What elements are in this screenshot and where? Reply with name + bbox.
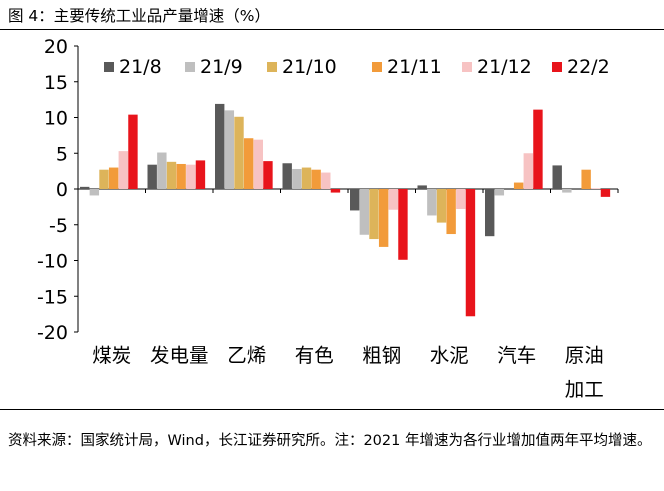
y-tick-label: 10	[44, 108, 68, 130]
bar-21-11-2	[243, 138, 254, 189]
source-note: 资料来源：国家统计局，Wind，长江证券研究所。注：2021 年增速为各行业增加…	[8, 433, 652, 449]
figure-title: 图 4：主要传统工业品产量增速（%）	[8, 7, 271, 25]
bar-21-8-4	[350, 189, 360, 211]
legend: 21/8 21/9 21/10 21/11 21/12 22/2	[104, 56, 610, 78]
bar-21-9-2	[224, 110, 235, 189]
bar-22-2-4	[398, 189, 408, 260]
bar-22-2-2	[263, 161, 273, 189]
bar-21-9-1	[157, 152, 167, 189]
bar-22-2-6	[533, 109, 543, 189]
legend-label: 21/11	[387, 56, 442, 78]
category-label: 煤炭	[92, 344, 131, 367]
bar-22-2-3	[330, 189, 341, 193]
legend-swatch	[104, 62, 114, 72]
top-rule	[0, 29, 664, 30]
legend-swatch	[267, 62, 277, 72]
bar-21-12-7	[591, 188, 601, 189]
bar-22-2-5	[465, 189, 476, 317]
category-label: 粗钢	[362, 344, 401, 367]
bar-21-8-1	[147, 164, 157, 189]
category-label: 发电量	[150, 344, 209, 367]
bar-21-9-3	[292, 168, 302, 189]
bar-21-8-6	[485, 189, 495, 237]
bar-21-12-5	[456, 189, 466, 210]
legend-label: 21/9	[200, 56, 243, 78]
bar-21-12-3	[321, 172, 331, 189]
bar-22-2-1	[195, 160, 206, 189]
bar-21-8-2	[215, 103, 225, 189]
y-tick-label: -5	[49, 215, 68, 237]
legend-label: 22/2	[567, 56, 610, 78]
bar-21-12-6	[523, 153, 533, 189]
category-label: 原油加工	[565, 344, 604, 401]
y-tick-label: 0	[56, 179, 68, 201]
bar-21-8-3	[282, 163, 292, 189]
category-label: 汽车	[497, 344, 536, 367]
category-labels: 煤炭 发电量 乙烯 有色 粗钢 水泥 汽车 原油加工	[92, 344, 604, 401]
bar-21-12-2	[253, 139, 263, 189]
legend-swatch	[462, 62, 472, 72]
bar-21-11-7	[581, 169, 591, 189]
bar-21-10-1	[166, 161, 177, 189]
bar-21-9-0	[89, 189, 100, 196]
category-label: 水泥	[430, 344, 469, 367]
bar-21-11-4	[378, 189, 389, 247]
y-tick-label: -15	[37, 286, 68, 308]
legend-swatch	[372, 62, 382, 72]
legend-swatch	[552, 62, 562, 72]
bar-21-12-4	[388, 189, 398, 210]
bar-21-11-3	[311, 169, 321, 189]
y-tick-label: -20	[37, 322, 68, 344]
legend-label: 21/10	[282, 56, 337, 78]
bar-21-10-0	[99, 169, 109, 189]
bar-21-9-4	[359, 189, 370, 235]
bar-22-2-0	[128, 114, 138, 189]
bar-21-10-3	[301, 167, 312, 189]
bottom-rule	[0, 409, 664, 410]
bar-21-10-5	[436, 189, 447, 223]
y-tick-label: 5	[56, 143, 68, 165]
legend-swatch	[185, 62, 195, 72]
legend-label: 21/12	[477, 56, 532, 78]
bar-21-9-5	[427, 189, 437, 216]
y-tick-label: 20	[44, 36, 68, 58]
category-label: 有色	[295, 344, 334, 367]
bar-21-9-6	[494, 189, 505, 196]
bar-21-10-2	[234, 116, 244, 189]
bar-21-9-7	[562, 189, 572, 193]
bar-21-12-0	[118, 151, 128, 189]
bar-21-12-1	[186, 164, 196, 189]
bar-22-2-7	[600, 189, 611, 197]
bar-21-10-4	[369, 189, 379, 240]
legend-label: 21/8	[119, 56, 162, 78]
category-label: 乙烯	[227, 344, 266, 367]
bar-21-8-0	[80, 186, 90, 189]
bar-21-8-5	[417, 185, 427, 189]
y-tick-label: -10	[37, 251, 68, 273]
bar-21-11-0	[108, 167, 119, 189]
bar-21-11-1	[176, 163, 186, 189]
bar-21-8-7	[552, 165, 562, 189]
y-tick-label: 15	[44, 72, 68, 94]
axis-layer: 20 15 10 5 0 -5 -10 -15 -20	[37, 36, 619, 344]
bar-layer	[80, 103, 611, 317]
bar-21-11-6	[513, 182, 524, 189]
bar-21-11-5	[446, 189, 456, 235]
